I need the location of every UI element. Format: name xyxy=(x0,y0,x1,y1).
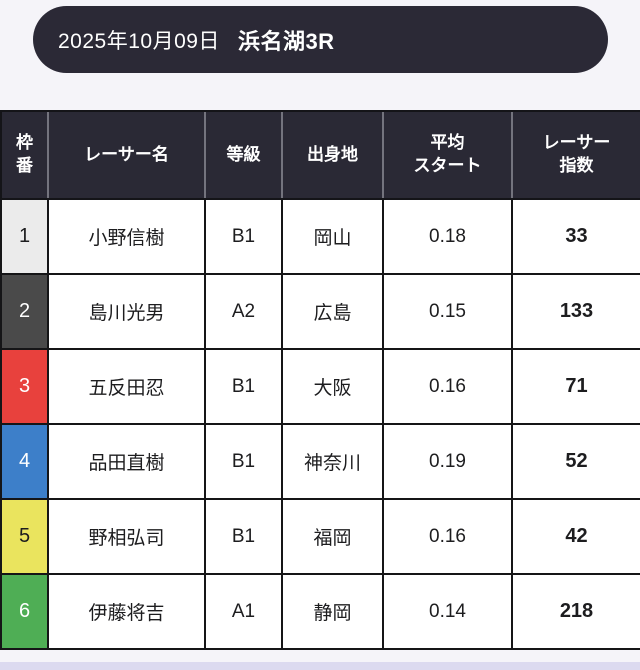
grade-cell: B1 xyxy=(204,198,283,275)
grade-cell: B1 xyxy=(204,348,283,425)
col-header-origin-label: 出身地 xyxy=(307,144,358,164)
waku-cell: 6 xyxy=(0,573,49,650)
table-body: 1 小野信樹 B1 岡山 0.18 33 2 島川光男 A2 広島 0.15 1… xyxy=(0,198,640,650)
grade-cell: A1 xyxy=(204,573,283,650)
origin-cell: 大阪 xyxy=(281,348,384,425)
race-name-text: 浜名湖3R xyxy=(237,28,335,54)
col-header-avg-start: 平均 スタート xyxy=(382,110,512,200)
racer-index-cell: 52 xyxy=(511,423,640,500)
grade-cell: A2 xyxy=(204,273,283,350)
grade-cell: B1 xyxy=(204,423,283,500)
racer-name-cell: 島川光男 xyxy=(47,273,206,350)
racer-name-cell: 五反田忍 xyxy=(47,348,206,425)
origin-cell: 福岡 xyxy=(281,498,384,575)
col-header-racer-name-label: レーサー名 xyxy=(84,144,169,164)
racer-index-cell: 133 xyxy=(511,273,640,350)
avg-start-cell: 0.15 xyxy=(382,273,513,350)
col-header-grade-label: 等級 xyxy=(226,144,261,164)
col-header-racer-index-label: レーサー 指数 xyxy=(542,133,611,175)
table-row: 5 野相弘司 B1 福岡 0.16 42 xyxy=(0,498,640,575)
table-row: 3 五反田忍 B1 大阪 0.16 71 xyxy=(0,348,640,425)
table-row: 4 品田直樹 B1 神奈川 0.19 52 xyxy=(0,423,640,500)
avg-start-cell: 0.16 xyxy=(382,348,513,425)
origin-cell: 静岡 xyxy=(281,573,384,650)
origin-cell: 広島 xyxy=(281,273,384,350)
racer-index-cell: 42 xyxy=(511,498,640,575)
race-header-banner: 2025年10月09日 浜名湖3R xyxy=(33,6,608,73)
waku-cell: 3 xyxy=(0,348,49,425)
waku-cell: 4 xyxy=(0,423,49,500)
col-header-racer-name: レーサー名 xyxy=(47,110,205,200)
table-row: 1 小野信樹 B1 岡山 0.18 33 xyxy=(0,198,640,275)
table-row: 2 島川光男 A2 広島 0.15 133 xyxy=(0,273,640,350)
origin-cell: 岡山 xyxy=(281,198,384,275)
racer-table: 枠 番 レーサー名 等級 出身地 平均 スタート レーサー 指数 1 小野信樹 … xyxy=(0,110,640,650)
origin-cell: 神奈川 xyxy=(281,423,384,500)
col-header-waku: 枠 番 xyxy=(0,110,48,200)
racer-name-cell: 品田直樹 xyxy=(47,423,206,500)
avg-start-cell: 0.19 xyxy=(382,423,513,500)
col-header-racer-index: レーサー 指数 xyxy=(511,110,640,200)
racer-index-cell: 218 xyxy=(511,573,640,650)
avg-start-cell: 0.18 xyxy=(382,198,513,275)
grade-cell: B1 xyxy=(204,498,283,575)
racer-name-cell: 野相弘司 xyxy=(47,498,206,575)
waku-cell: 2 xyxy=(0,273,49,350)
bottom-divider-strip xyxy=(0,662,640,670)
col-header-waku-label: 枠 番 xyxy=(16,133,33,175)
waku-cell: 5 xyxy=(0,498,49,575)
race-date-text: 2025年10月09日 xyxy=(58,29,220,53)
racer-name-cell: 小野信樹 xyxy=(47,198,206,275)
table-header: 枠 番 レーサー名 等級 出身地 平均 スタート レーサー 指数 xyxy=(0,110,640,200)
avg-start-cell: 0.16 xyxy=(382,498,513,575)
avg-start-cell: 0.14 xyxy=(382,573,513,650)
col-header-avg-start-label: 平均 スタート xyxy=(413,133,482,175)
table-header-row: 枠 番 レーサー名 等級 出身地 平均 スタート レーサー 指数 xyxy=(0,110,640,200)
racer-index-cell: 71 xyxy=(511,348,640,425)
col-header-grade: 等級 xyxy=(204,110,282,200)
col-header-origin: 出身地 xyxy=(281,110,383,200)
table-row: 6 伊藤将吉 A1 静岡 0.14 218 xyxy=(0,573,640,650)
racer-index-cell: 33 xyxy=(511,198,640,275)
waku-cell: 1 xyxy=(0,198,49,275)
racer-name-cell: 伊藤将吉 xyxy=(47,573,206,650)
